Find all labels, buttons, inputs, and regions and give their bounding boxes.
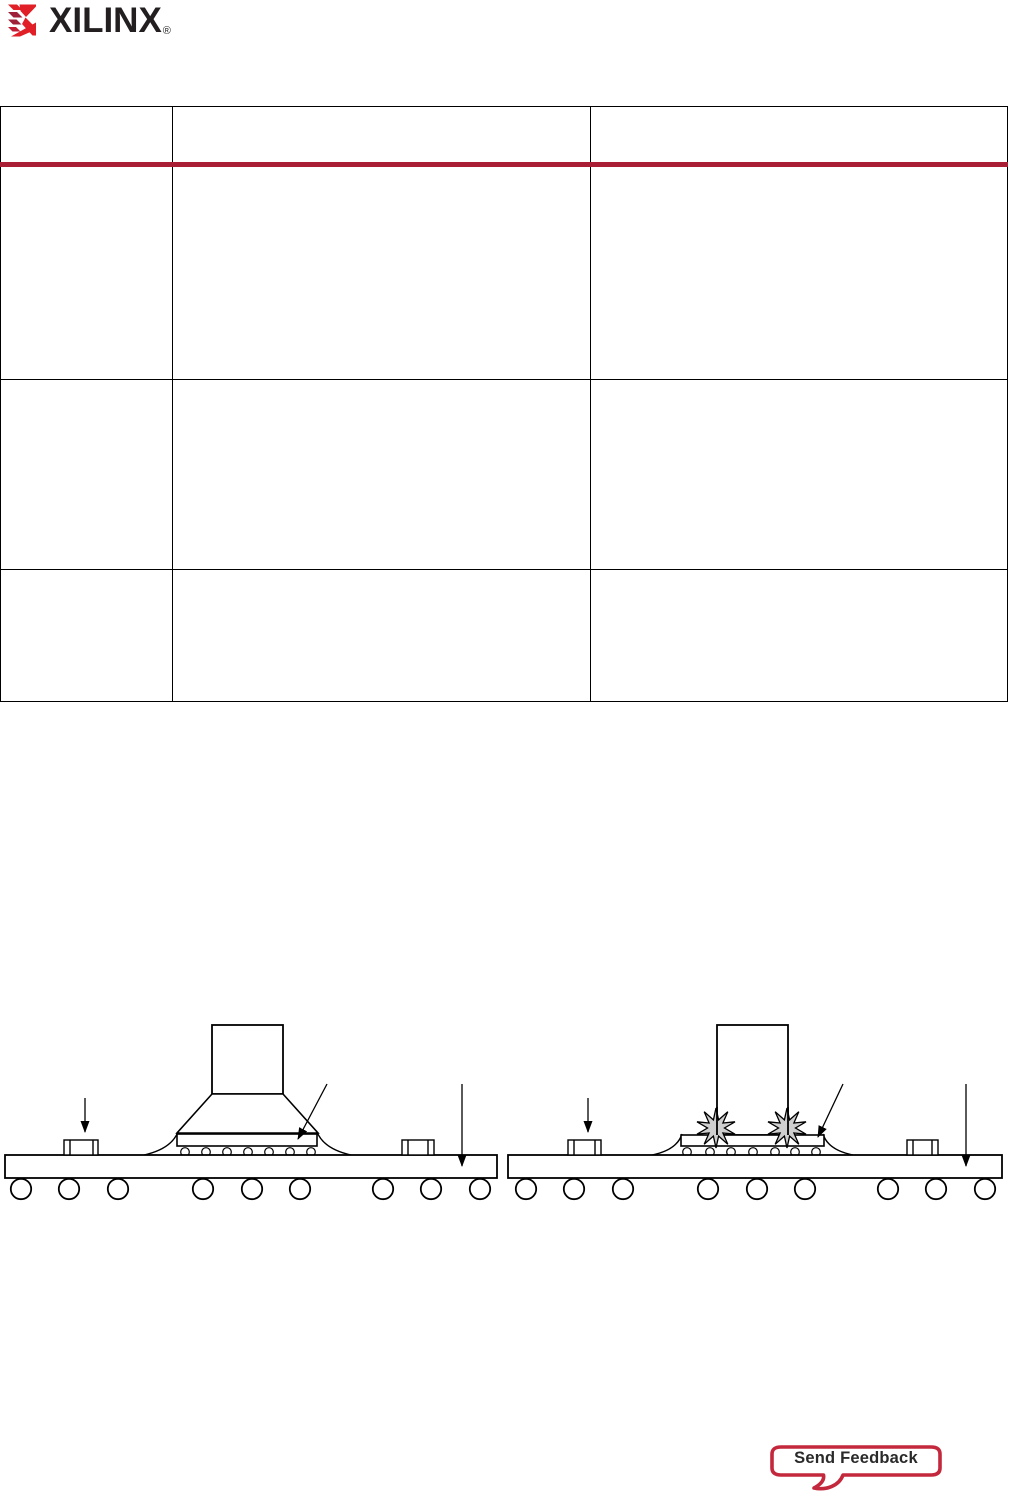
logo-chevron xyxy=(8,27,21,32)
table-header-cell xyxy=(172,105,591,168)
heatsink-stud xyxy=(716,1024,789,1136)
right-diagram-heatsink-direct-damage xyxy=(507,1024,1003,1201)
smt-component xyxy=(906,1139,939,1156)
table-cell xyxy=(0,379,173,570)
send-feedback-label: Send Feedback xyxy=(794,1449,918,1467)
table-row xyxy=(0,568,1008,703)
table-header-cell xyxy=(0,105,173,168)
table-cell xyxy=(590,379,1008,570)
xilinx-logo: XILINX ® xyxy=(8,1,171,42)
package-pointer-arrow xyxy=(817,1083,844,1138)
table-row xyxy=(0,379,1008,570)
package-substrate xyxy=(680,1134,825,1147)
table-cell xyxy=(172,568,591,703)
table-cell xyxy=(0,568,173,703)
table-cell xyxy=(590,568,1008,703)
bga-balls xyxy=(9,1177,492,1201)
annotation-arrows xyxy=(583,1083,971,1167)
data-table xyxy=(0,105,1008,703)
xilinx-wordmark: XILINX xyxy=(49,1,162,40)
table-row xyxy=(0,164,1008,381)
adhesive-fillet xyxy=(651,1133,683,1156)
adhesive-fillet xyxy=(143,1131,179,1156)
table-cell xyxy=(172,379,591,570)
logo-chevron xyxy=(19,4,36,17)
logo-chevron xyxy=(8,12,23,18)
smt-component xyxy=(567,1139,602,1156)
annotation-arrows xyxy=(80,1083,467,1167)
speech-bubble-icon xyxy=(770,1445,942,1491)
logo-chevron xyxy=(8,19,22,25)
damage-starburst xyxy=(696,1107,736,1149)
send-feedback-button[interactable]: Send Feedback xyxy=(769,1444,943,1494)
package-pointer-arrow xyxy=(297,1083,328,1140)
xilinx-logo-mark-icon xyxy=(8,4,36,37)
bga-balls xyxy=(514,1177,997,1201)
pcb-board xyxy=(507,1154,1003,1179)
logo-chevron xyxy=(8,4,23,10)
logo-chevron xyxy=(22,17,36,36)
table-cell xyxy=(172,164,591,381)
package-substrate xyxy=(176,1133,318,1147)
table-cell xyxy=(590,164,1008,381)
smt-component xyxy=(63,1139,99,1156)
adhesive-fillet xyxy=(822,1133,854,1156)
heatsink-stud xyxy=(211,1024,284,1095)
table-header-row xyxy=(0,105,1008,168)
heatsink-spreader-base xyxy=(175,1093,320,1134)
package-heatsink-figure xyxy=(4,1024,1003,1201)
smt-component xyxy=(401,1139,435,1156)
table-cell xyxy=(0,164,173,381)
adhesive-fillet xyxy=(316,1131,352,1156)
table-header-cell xyxy=(590,105,1008,168)
pcb-board xyxy=(4,1154,498,1179)
damage-starburst xyxy=(767,1107,807,1149)
registered-trademark-symbol: ® xyxy=(162,25,171,37)
left-diagram-heatsink-with-spreader xyxy=(4,1024,498,1201)
